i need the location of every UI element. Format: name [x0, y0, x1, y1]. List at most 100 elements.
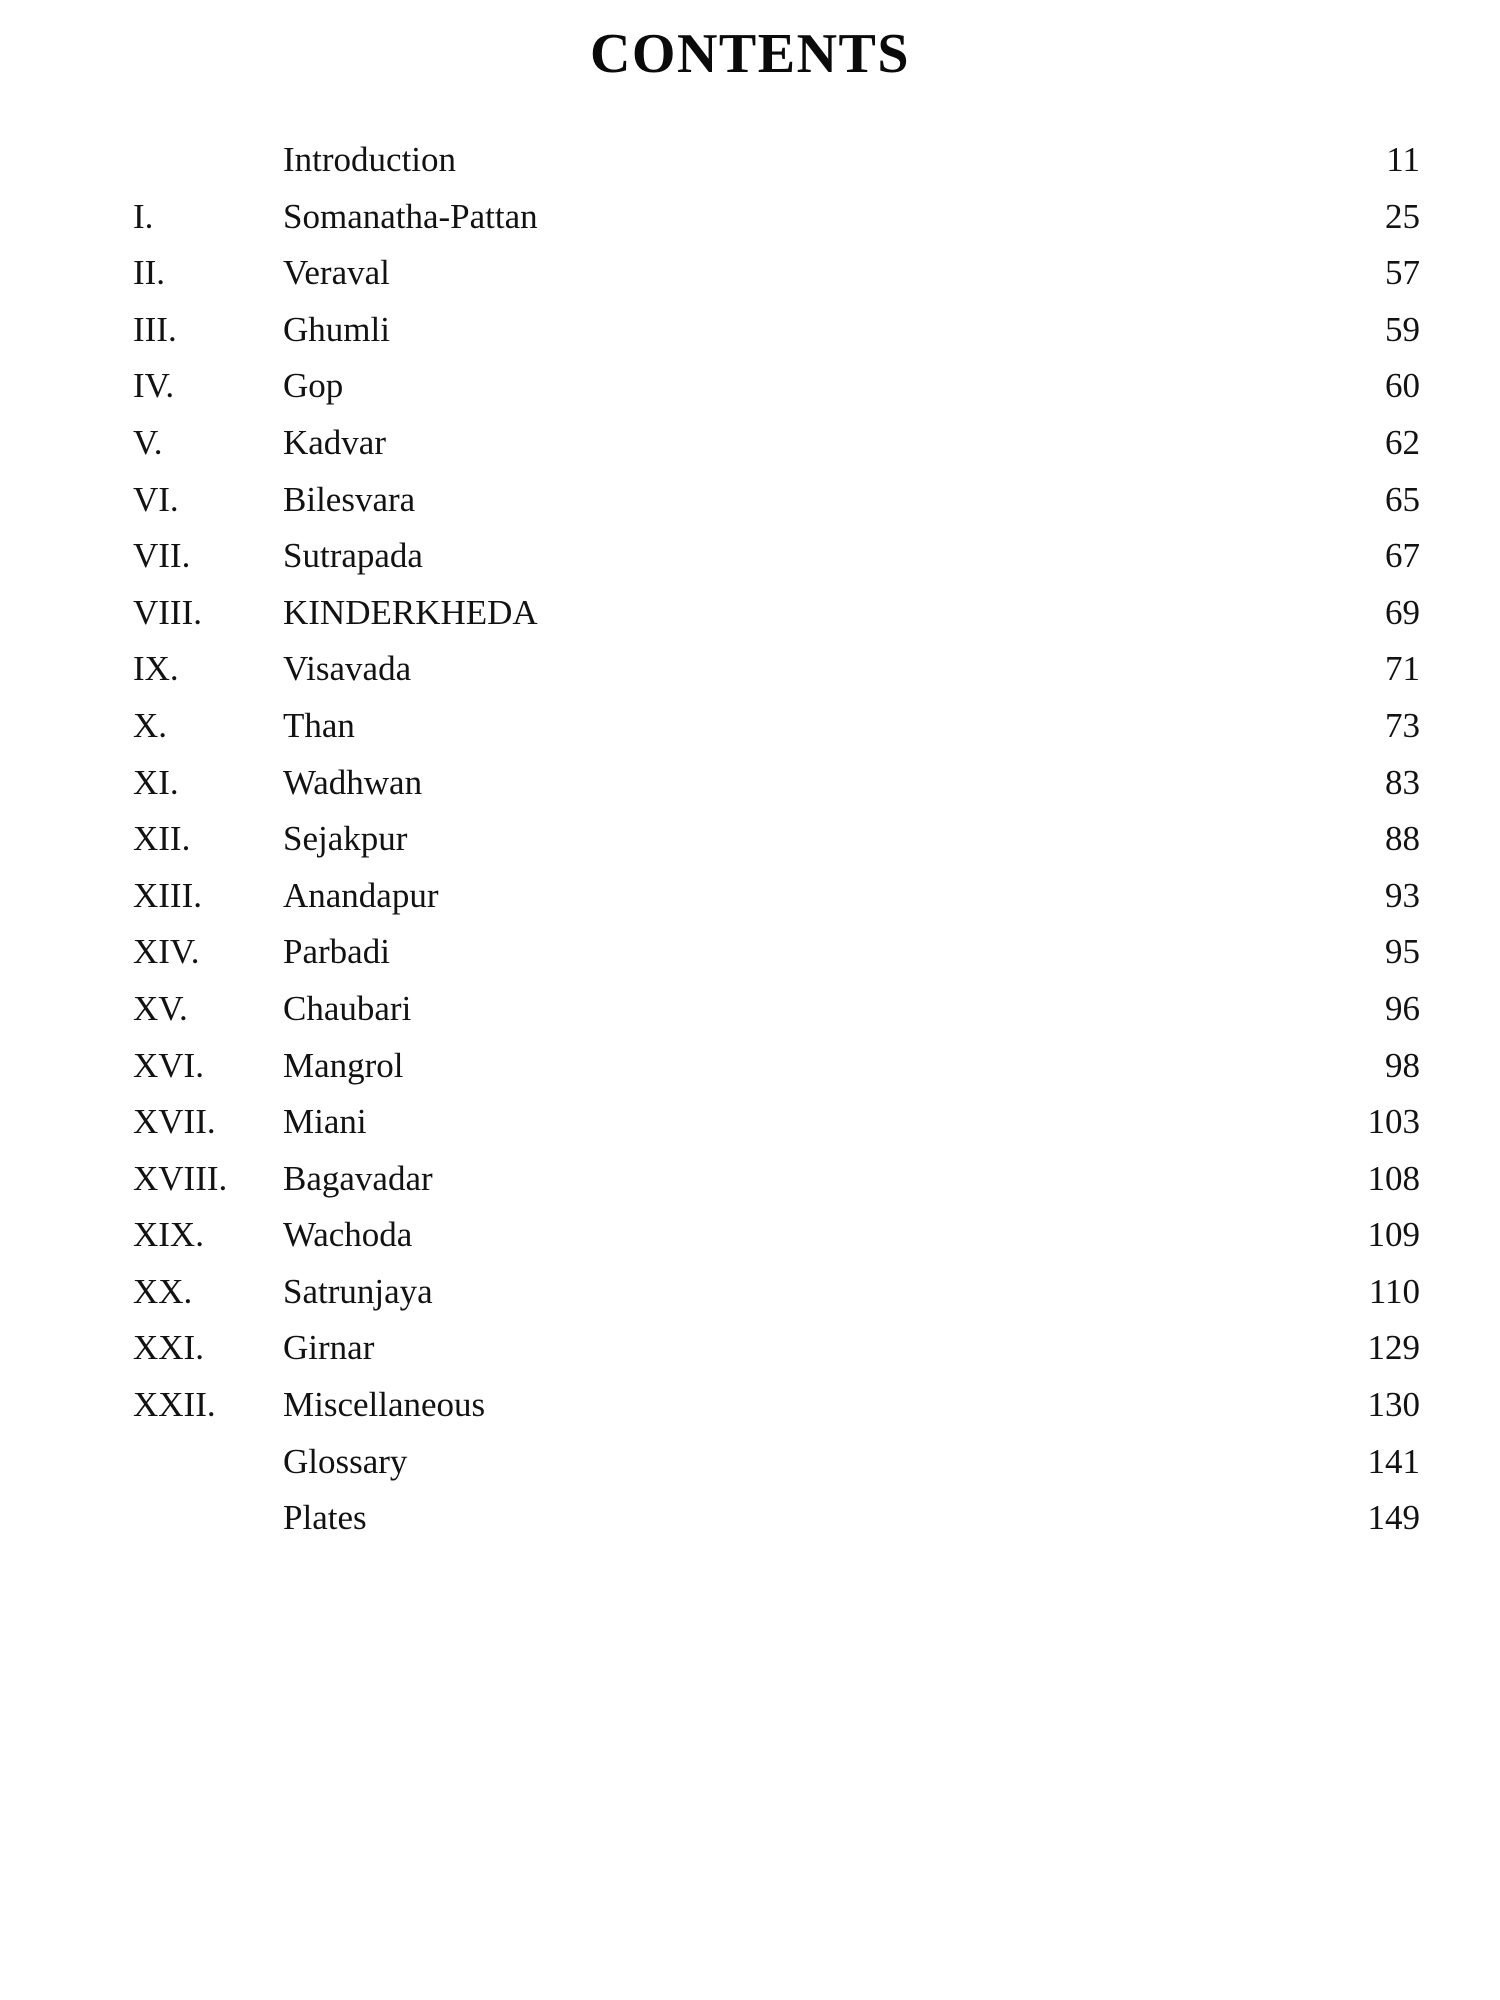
toc-entry[interactable]: V. Kadvar 62: [0, 423, 1500, 480]
toc-entry[interactable]: XX. Satrunjaya 110: [0, 1272, 1500, 1329]
toc-entry[interactable]: III. Ghumli 59: [0, 310, 1500, 367]
toc-entry-page-number: 67: [1385, 536, 1420, 576]
toc-entry-numeral: XII.: [133, 819, 191, 859]
toc-entry-title[interactable]: Somanatha-Pattan: [283, 196, 538, 236]
toc-entry-numeral: XXII.: [133, 1385, 216, 1425]
toc-entry-page-number: 65: [1385, 479, 1420, 519]
toc-entry-title[interactable]: Miani: [283, 1102, 367, 1142]
toc-entry-page-number: 60: [1385, 366, 1420, 406]
toc-entry-page-number: 71: [1385, 649, 1420, 689]
toc-entry[interactable]: XVI. Mangrol 98: [0, 1046, 1500, 1103]
toc-entry-page-number: 109: [1367, 1215, 1421, 1255]
toc-entry-page-number: 57: [1385, 253, 1420, 293]
toc-entry-page-number: 73: [1385, 705, 1420, 745]
toc-entry-page-number: 11: [1386, 140, 1420, 179]
toc-entry-title[interactable]: Miscellaneous: [283, 1385, 486, 1425]
toc-entry-page-number: 88: [1385, 819, 1420, 859]
toc-entry-title[interactable]: KINDERKHEDA: [283, 592, 538, 632]
toc-entry-numeral: XV.: [133, 988, 188, 1028]
toc-entry[interactable]: XXI. Girnar 129: [0, 1328, 1500, 1385]
toc-entry[interactable]: I. Somanatha-Pattan 25: [0, 197, 1500, 254]
toc-entry-title[interactable]: Sutrapada: [283, 536, 423, 576]
page-title: CONTENTS: [589, 23, 911, 85]
toc-entry-numeral: I.: [133, 196, 154, 236]
toc-entry-page-number: 110: [1368, 1271, 1420, 1311]
toc-entry-page-number: 129: [1367, 1328, 1421, 1368]
toc-entry[interactable]: XXII. Miscellaneous 130: [0, 1385, 1500, 1442]
toc-entry[interactable]: XII. Sejakpur 88: [0, 819, 1500, 876]
toc-entry-numeral: VII.: [133, 536, 191, 576]
toc-entry-page-number: 95: [1385, 932, 1420, 972]
toc-entry-numeral: XVI.: [133, 1045, 204, 1085]
toc-entry-page-number: 149: [1367, 1498, 1421, 1538]
toc-entry-title[interactable]: Chaubari: [283, 988, 412, 1028]
toc-entry[interactable]: XIII. Anandapur 93: [0, 876, 1500, 933]
toc-entry-title[interactable]: Than: [283, 705, 355, 745]
toc-entry-numeral: XVIII.: [133, 1158, 228, 1198]
toc-entry-page-number: 25: [1385, 196, 1420, 236]
toc-entry[interactable]: IX. Visavada 71: [0, 649, 1500, 706]
toc-entry[interactable]: Plates 149: [0, 1498, 1500, 1555]
toc-entry-numeral: XVII.: [133, 1102, 216, 1142]
toc-entry-title[interactable]: Kadvar: [283, 422, 387, 462]
toc-entry-page-number: 96: [1385, 988, 1420, 1028]
toc-entry-numeral: II.: [133, 253, 166, 293]
toc-entry[interactable]: VII. Sutrapada 67: [0, 536, 1500, 593]
toc-entry[interactable]: XI. Wadhwan 83: [0, 763, 1500, 820]
toc-entry[interactable]: VI. Bilesvara 65: [0, 480, 1500, 537]
toc-entry-title[interactable]: Veraval: [283, 253, 390, 293]
toc-entry-title[interactable]: Visavada: [283, 649, 412, 689]
toc-entry-page-number: 59: [1385, 309, 1420, 349]
toc-entry[interactable]: XIX. Wachoda 109: [0, 1215, 1500, 1272]
toc-entry-numeral: V.: [133, 422, 163, 462]
toc-entry-numeral: XIV.: [133, 932, 200, 972]
toc-entry-numeral: XIII.: [133, 875, 202, 915]
toc-entry-title[interactable]: Bilesvara: [283, 479, 416, 519]
toc-entry-numeral: VIII.: [133, 592, 202, 632]
toc-entry-title[interactable]: Wachoda: [283, 1215, 413, 1255]
toc-entry-page-number: 108: [1367, 1158, 1421, 1198]
toc-entry-title[interactable]: Ghumli: [283, 309, 390, 349]
toc-entry-page-number: 103: [1367, 1102, 1421, 1142]
toc-entry-numeral: III.: [133, 309, 177, 349]
toc-entry-numeral: XX.: [133, 1271, 193, 1311]
table-of-contents: Introduction 11 I. Somanatha-Pattan 25 II. Ver…: [0, 140, 1500, 1555]
toc-entry[interactable]: X. Than 73: [0, 706, 1500, 763]
toc-entry-page-number: 83: [1385, 762, 1420, 802]
toc-entry-title[interactable]: Anandapur: [283, 875, 439, 915]
toc-entry[interactable]: XIV. Parbadi 95: [0, 932, 1500, 989]
toc-entry[interactable]: XVII. Miani 103: [0, 1102, 1500, 1159]
toc-entry-page-number: 141: [1367, 1441, 1421, 1481]
toc-entry[interactable]: II. Veraval 57: [0, 253, 1500, 310]
toc-entry-numeral: XI.: [133, 762, 179, 802]
toc-entry[interactable]: XVIII. Bagavadar 108: [0, 1159, 1500, 1216]
toc-entry-page-number: 98: [1385, 1045, 1420, 1085]
toc-entry-title[interactable]: Sejakpur: [283, 819, 408, 859]
toc-entry-title[interactable]: Plates: [283, 1498, 367, 1538]
toc-entry-title[interactable]: Glossary: [283, 1441, 408, 1481]
toc-entry-numeral: XXI.: [133, 1328, 204, 1368]
toc-entry-title[interactable]: Gop: [283, 366, 344, 406]
toc-entry-numeral: VI.: [133, 479, 179, 519]
toc-entry-numeral: XIX.: [133, 1215, 204, 1255]
toc-entry[interactable]: VIII. KINDERKHEDA 69: [0, 593, 1500, 650]
toc-entry-title[interactable]: Parbadi: [283, 932, 390, 972]
toc-entry-numeral: IV.: [133, 366, 175, 406]
toc-entry-title[interactable]: Wadhwan: [283, 762, 423, 802]
toc-entry-title[interactable]: Girnar: [283, 1328, 375, 1368]
toc-entry-title[interactable]: Satrunjaya: [283, 1271, 433, 1311]
toc-entry-title[interactable]: Bagavadar: [283, 1158, 433, 1198]
toc-entry[interactable]: Introduction 11: [0, 140, 1500, 197]
toc-entry[interactable]: IV. Gop 60: [0, 366, 1500, 423]
toc-entry-title[interactable]: Mangrol: [283, 1045, 404, 1085]
toc-entry-page-number: 69: [1385, 592, 1420, 632]
toc-entry-numeral: X.: [133, 705, 168, 745]
toc-entry-page-number: 130: [1367, 1385, 1421, 1425]
toc-entry-numeral: IX.: [133, 649, 179, 689]
toc-entry-page-number: 93: [1385, 875, 1420, 915]
toc-entry[interactable]: XV. Chaubari 96: [0, 989, 1500, 1046]
toc-entry[interactable]: Glossary 141: [0, 1442, 1500, 1499]
toc-entry-page-number: 62: [1385, 422, 1420, 462]
toc-entry-title[interactable]: Introduction: [283, 140, 457, 179]
